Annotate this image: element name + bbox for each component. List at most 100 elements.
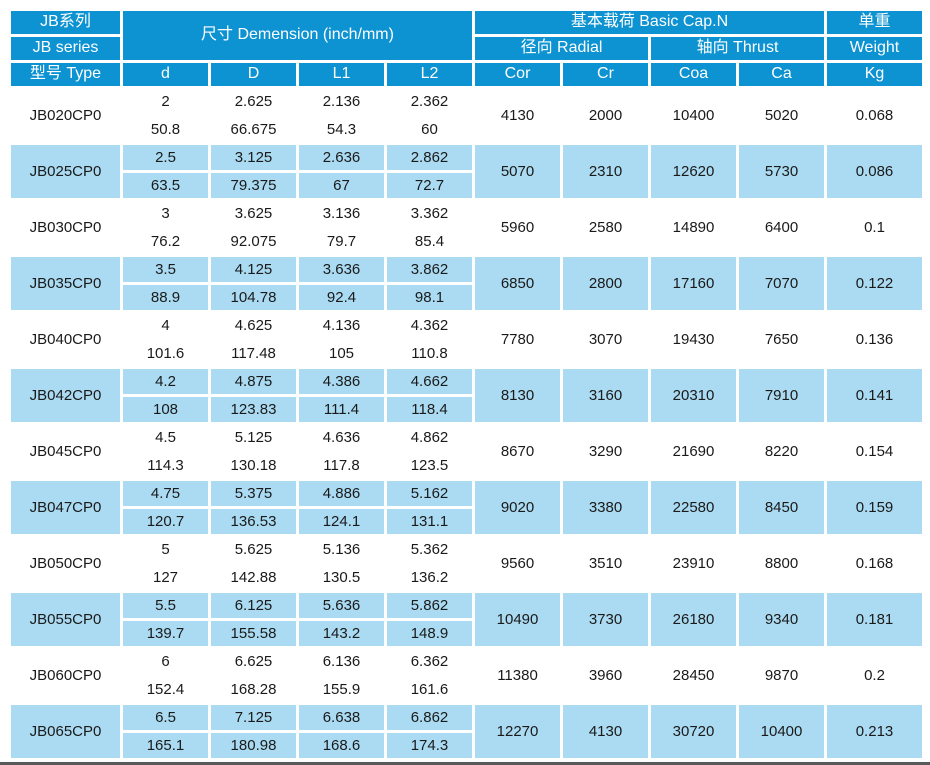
model-cell: JB065CP0 — [8, 702, 123, 761]
d-mm-cell: 63.5 — [120, 170, 211, 201]
D-mm-cell: 66.675 — [208, 114, 299, 145]
spec-row-mm: 101.6 117.48 105 110.8 — [10, 338, 924, 369]
ca-cell: 10400 — [736, 702, 827, 761]
L1-mm-cell: 79.7 — [296, 226, 387, 257]
L1-mm-cell: 117.8 — [296, 450, 387, 481]
d-inch-cell: 6.5 — [120, 702, 211, 733]
ca-cell: 7070 — [736, 254, 827, 313]
D-mm-cell: 92.075 — [208, 226, 299, 257]
model-cell: JB020CP0 — [8, 86, 123, 145]
L2-inch-cell: 3.362 — [384, 198, 475, 229]
cr-cell: 2310 — [560, 142, 651, 201]
d-mm-cell: 114.3 — [120, 450, 211, 481]
L2-inch-cell: 4.662 — [384, 366, 475, 397]
L1-mm-cell: 54.3 — [296, 114, 387, 145]
L1-mm-cell: 130.5 — [296, 562, 387, 593]
coa-cell: 28450 — [648, 646, 739, 705]
L2-mm-cell: 60 — [384, 114, 475, 145]
spec-row-inch: JB060CP0 6 6.625 6.136 6.362 11380 3960 28450 98… — [8, 646, 925, 705]
D-inch-cell: 5.125 — [208, 422, 299, 453]
spec-row-inch: JB050CP0 5 5.625 5.136 5.362 9560 3510 23910 880… — [8, 534, 925, 593]
L1-mm-cell: 168.6 — [296, 730, 387, 761]
model-cell: JB050CP0 — [8, 534, 123, 593]
d-mm-cell: 76.2 — [120, 226, 211, 257]
L1-mm-cell: 143.2 — [296, 618, 387, 649]
d-mm-cell: 101.6 — [120, 338, 211, 369]
L2-inch-cell: 2.362 — [384, 86, 475, 117]
spec-row-inch: JB042CP0 4.2 4.875 4.386 4.662 8130 3160 20310 7… — [8, 366, 925, 425]
L1-inch-cell: 6.136 — [296, 646, 387, 677]
model-cell: JB025CP0 — [8, 142, 123, 201]
L1-inch-cell: 5.136 — [296, 534, 387, 565]
coa-cell: 22580 — [648, 478, 739, 537]
spec-row-inch: JB030CP0 3 3.625 3.136 3.362 5960 2580 14890 640… — [8, 198, 925, 257]
d-mm-cell: 127 — [120, 562, 211, 593]
d-inch-cell: 5.5 — [120, 590, 211, 621]
L1-inch-cell: 4.386 — [296, 366, 387, 397]
ca-cell: 9340 — [736, 590, 827, 649]
L2-inch-cell: 4.362 — [384, 310, 475, 341]
spec-row-mm: 108 123.83 111.4 118.4 — [10, 394, 924, 425]
header-basic-cap: 基本载荷 Basic Cap.N — [472, 8, 827, 37]
weight-cell: 0.154 — [824, 422, 925, 481]
coa-cell: 19430 — [648, 310, 739, 369]
cor-cell: 6850 — [472, 254, 563, 313]
cr-cell: 2580 — [560, 198, 651, 257]
weight-cell: 0.168 — [824, 534, 925, 593]
L2-mm-cell: 174.3 — [384, 730, 475, 761]
coa-cell: 21690 — [648, 422, 739, 481]
L1-inch-cell: 4.886 — [296, 478, 387, 509]
header-dimension: 尺寸 Demension (inch/mm) — [120, 8, 475, 63]
D-inch-cell: 5.625 — [208, 534, 299, 565]
L1-mm-cell: 105 — [296, 338, 387, 369]
d-inch-cell: 4.2 — [120, 366, 211, 397]
spec-row-mm: 165.1 180.98 168.6 174.3 — [10, 730, 924, 761]
L2-mm-cell: 98.1 — [384, 282, 475, 313]
spec-row-inch: JB035CP0 3.5 4.125 3.636 3.862 6850 2800 17160 7… — [8, 254, 925, 313]
spec-row-mm: 88.9 104.78 92.4 98.1 — [10, 282, 924, 313]
D-inch-cell: 7.125 — [208, 702, 299, 733]
weight-cell: 0.141 — [824, 366, 925, 425]
L2-inch-cell: 5.162 — [384, 478, 475, 509]
header-col-Cr: Cr — [560, 60, 651, 89]
L2-inch-cell: 6.862 — [384, 702, 475, 733]
coa-cell: 30720 — [648, 702, 739, 761]
header-series-cn: JB系列 — [8, 8, 123, 37]
D-inch-cell: 4.625 — [208, 310, 299, 341]
ca-cell: 6400 — [736, 198, 827, 257]
D-inch-cell: 3.125 — [208, 142, 299, 173]
L2-mm-cell: 118.4 — [384, 394, 475, 425]
coa-cell: 17160 — [648, 254, 739, 313]
L2-mm-cell: 123.5 — [384, 450, 475, 481]
cor-cell: 11380 — [472, 646, 563, 705]
coa-cell: 12620 — [648, 142, 739, 201]
spec-row-mm: 50.8 66.675 54.3 60 — [10, 114, 924, 145]
header-weight-en: Weight — [824, 34, 925, 63]
ca-cell: 8800 — [736, 534, 827, 593]
cr-cell: 3380 — [560, 478, 651, 537]
d-mm-cell: 120.7 — [120, 506, 211, 537]
cor-cell: 10490 — [472, 590, 563, 649]
weight-cell: 0.1 — [824, 198, 925, 257]
D-inch-cell: 5.375 — [208, 478, 299, 509]
D-inch-cell: 6.625 — [208, 646, 299, 677]
L1-inch-cell: 4.636 — [296, 422, 387, 453]
L2-inch-cell: 5.362 — [384, 534, 475, 565]
cor-cell: 9020 — [472, 478, 563, 537]
spec-row-inch: JB020CP0 2 2.625 2.136 2.362 4130 2000 10400 502… — [8, 86, 925, 145]
L1-inch-cell: 2.136 — [296, 86, 387, 117]
L1-inch-cell: 3.636 — [296, 254, 387, 285]
L1-mm-cell: 111.4 — [296, 394, 387, 425]
d-inch-cell: 2.5 — [120, 142, 211, 173]
d-mm-cell: 152.4 — [120, 674, 211, 705]
header-row-2: JB series 径向 Radial 轴向 Thrust Weight — [8, 34, 925, 63]
L2-mm-cell: 131.1 — [384, 506, 475, 537]
weight-cell: 0.068 — [824, 86, 925, 145]
D-mm-cell: 155.58 — [208, 618, 299, 649]
header-thrust: 轴向 Thrust — [648, 34, 827, 63]
D-mm-cell: 130.18 — [208, 450, 299, 481]
weight-cell: 0.136 — [824, 310, 925, 369]
weight-cell: 0.2 — [824, 646, 925, 705]
cr-cell: 3290 — [560, 422, 651, 481]
D-mm-cell: 123.83 — [208, 394, 299, 425]
